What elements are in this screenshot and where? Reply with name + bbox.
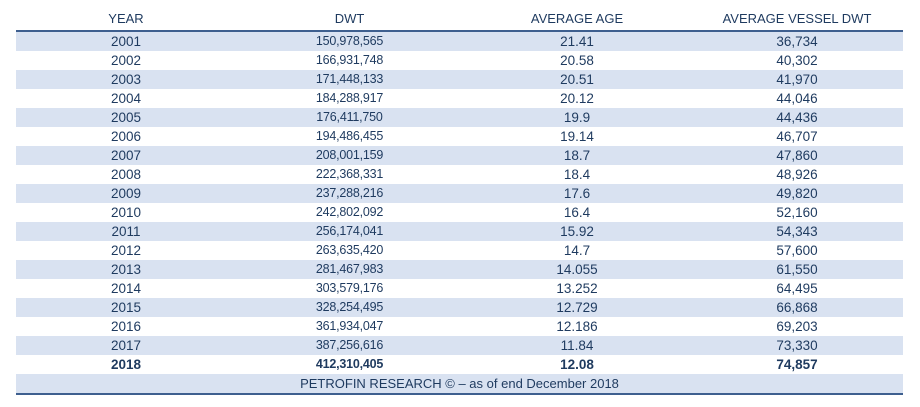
table-row: 2009 237,288,216 17.6 49,820: [16, 184, 903, 203]
cell-dwt: 263,635,420: [315, 243, 384, 257]
table-row: 2007 208,001,159 18.7 47,860: [16, 146, 903, 165]
cell-dwt: 237,288,216: [315, 186, 384, 200]
cell-average-age: 12.729: [556, 300, 598, 315]
cell-year: 2001: [110, 34, 142, 49]
table-row: 2015 328,254,495 12.729 66,868: [16, 298, 903, 317]
cell-average-age: 13.252: [556, 281, 598, 296]
cell-year: 2004: [110, 91, 142, 106]
cell-year: 2015: [110, 300, 142, 315]
cell-year: 2008: [110, 167, 142, 182]
cell-average-vessel-dwt: 49,820: [776, 186, 818, 201]
cell-average-age: 21.41: [560, 34, 594, 49]
cell-dwt: 208,001,159: [315, 148, 384, 162]
cell-average-vessel-dwt: 69,203: [776, 319, 818, 334]
cell-average-age: 15.92: [560, 224, 594, 239]
table-row: 2003 171,448,133 20.51 41,970: [16, 70, 903, 89]
cell-dwt: 176,411,750: [316, 110, 383, 124]
cell-year: 2018: [110, 357, 142, 372]
cell-average-age: 19.9: [563, 110, 591, 125]
table-body: 2001 150,978,565 21.41 36,734 2002 166,931,74…: [16, 32, 903, 374]
cell-average-vessel-dwt: 66,868: [776, 300, 818, 315]
cell-dwt: 242,802,092: [315, 205, 384, 219]
cell-average-vessel-dwt: 52,160: [776, 205, 818, 220]
table-row: 2010 242,802,092 16.4 52,160: [16, 203, 903, 222]
header-dwt: DWT: [334, 11, 365, 26]
cell-year: 2006: [110, 129, 142, 144]
footer-source-note: PETROFIN RESEARCH © – as of end December…: [300, 376, 619, 391]
cell-average-vessel-dwt: 57,600: [776, 243, 818, 258]
table-row: 2014 303,579,176 13.252 64,495: [16, 279, 903, 298]
cell-year: 2009: [110, 186, 142, 201]
cell-average-age: 19.14: [560, 129, 594, 144]
header-average-vessel-dwt: AVERAGE VESSEL DWT: [722, 11, 872, 26]
cell-average-vessel-dwt: 46,707: [776, 129, 818, 144]
cell-average-age: 11.84: [560, 338, 594, 353]
table-row: 2017 387,256,616 11.84 73,330: [16, 336, 903, 355]
cell-year: 2014: [110, 281, 142, 296]
cell-year: 2012: [110, 243, 142, 258]
table-row: 2012 263,635,420 14.7 57,600: [16, 241, 903, 260]
cell-year: 2005: [110, 110, 142, 125]
table-row: 2011 256,174,041 15.92 54,343: [16, 222, 903, 241]
cell-average-vessel-dwt: 61,550: [776, 262, 818, 277]
cell-average-age: 20.51: [560, 72, 594, 87]
cell-average-vessel-dwt: 54,343: [776, 224, 818, 239]
cell-average-vessel-dwt: 44,436: [776, 110, 818, 125]
header-average-age: AVERAGE AGE: [530, 11, 624, 26]
table-row: 2006 194,486,455 19.14 46,707: [16, 127, 903, 146]
cell-average-vessel-dwt: 36,734: [776, 34, 818, 49]
cell-average-age: 12.186: [556, 319, 598, 334]
table-row: 2002 166,931,748 20.58 40,302: [16, 51, 903, 70]
cell-dwt: 171,448,133: [315, 72, 384, 86]
cell-dwt: 387,256,616: [315, 338, 384, 352]
cell-dwt: 303,579,176: [315, 281, 384, 295]
cell-average-age: 20.58: [560, 53, 594, 68]
cell-dwt: 166,931,748: [315, 53, 384, 67]
cell-average-vessel-dwt: 64,495: [776, 281, 818, 296]
cell-year: 2016: [110, 319, 142, 334]
table-row: 2001 150,978,565 21.41 36,734: [16, 32, 903, 51]
table-row: 2005 176,411,750 19.9 44,436: [16, 108, 903, 127]
cell-dwt: 194,486,455: [315, 129, 384, 143]
table-row: 2008 222,368,331 18.4 48,926: [16, 165, 903, 184]
cell-average-age: 12.08: [560, 357, 594, 372]
header-year: YEAR: [108, 11, 144, 26]
cell-year: 2010: [110, 205, 142, 220]
cell-average-age: 17.6: [563, 186, 591, 201]
table-row: 2016 361,934,047 12.186 69,203: [16, 317, 903, 336]
cell-average-vessel-dwt: 74,857: [776, 357, 818, 372]
cell-average-vessel-dwt: 44,046: [776, 91, 818, 106]
cell-year: 2002: [110, 53, 142, 68]
cell-year: 2013: [110, 262, 142, 277]
cell-dwt: 256,174,041: [315, 224, 384, 238]
cell-average-age: 20.12: [560, 91, 594, 106]
cell-average-age: 14.055: [556, 262, 598, 277]
data-table: YEAR DWT AVERAGE AGE AVERAGE VESSEL DWT …: [16, 8, 903, 395]
table-header: YEAR DWT AVERAGE AGE AVERAGE VESSEL DWT: [16, 8, 903, 32]
cell-average-age: 16.4: [563, 205, 591, 220]
cell-year: 2003: [110, 72, 142, 87]
cell-average-age: 14.7: [563, 243, 591, 258]
cell-average-age: 18.4: [563, 167, 591, 182]
cell-average-vessel-dwt: 41,970: [776, 72, 818, 87]
cell-dwt: 184,288,917: [315, 91, 384, 105]
cell-dwt: 361,934,047: [315, 319, 384, 333]
cell-dwt: 281,467,983: [315, 262, 384, 276]
cell-dwt: 412,310,405: [315, 357, 384, 371]
table-footer: PETROFIN RESEARCH © – as of end December…: [16, 374, 903, 395]
cell-year: 2007: [110, 148, 142, 163]
cell-year: 2017: [110, 338, 142, 353]
table-row: 2013 281,467,983 14.055 61,550: [16, 260, 903, 279]
cell-dwt: 328,254,495: [315, 300, 384, 314]
cell-average-vessel-dwt: 47,860: [776, 148, 818, 163]
cell-average-vessel-dwt: 48,926: [776, 167, 818, 182]
table-row: 2018 412,310,405 12.08 74,857: [16, 355, 903, 374]
cell-dwt: 150,978,565: [315, 34, 384, 48]
cell-average-vessel-dwt: 73,330: [776, 338, 818, 353]
cell-dwt: 222,368,331: [315, 167, 384, 181]
cell-year: 2011: [111, 224, 141, 239]
table-row: 2004 184,288,917 20.12 44,046: [16, 89, 903, 108]
cell-average-age: 18.7: [563, 148, 591, 163]
cell-average-vessel-dwt: 40,302: [776, 53, 818, 68]
